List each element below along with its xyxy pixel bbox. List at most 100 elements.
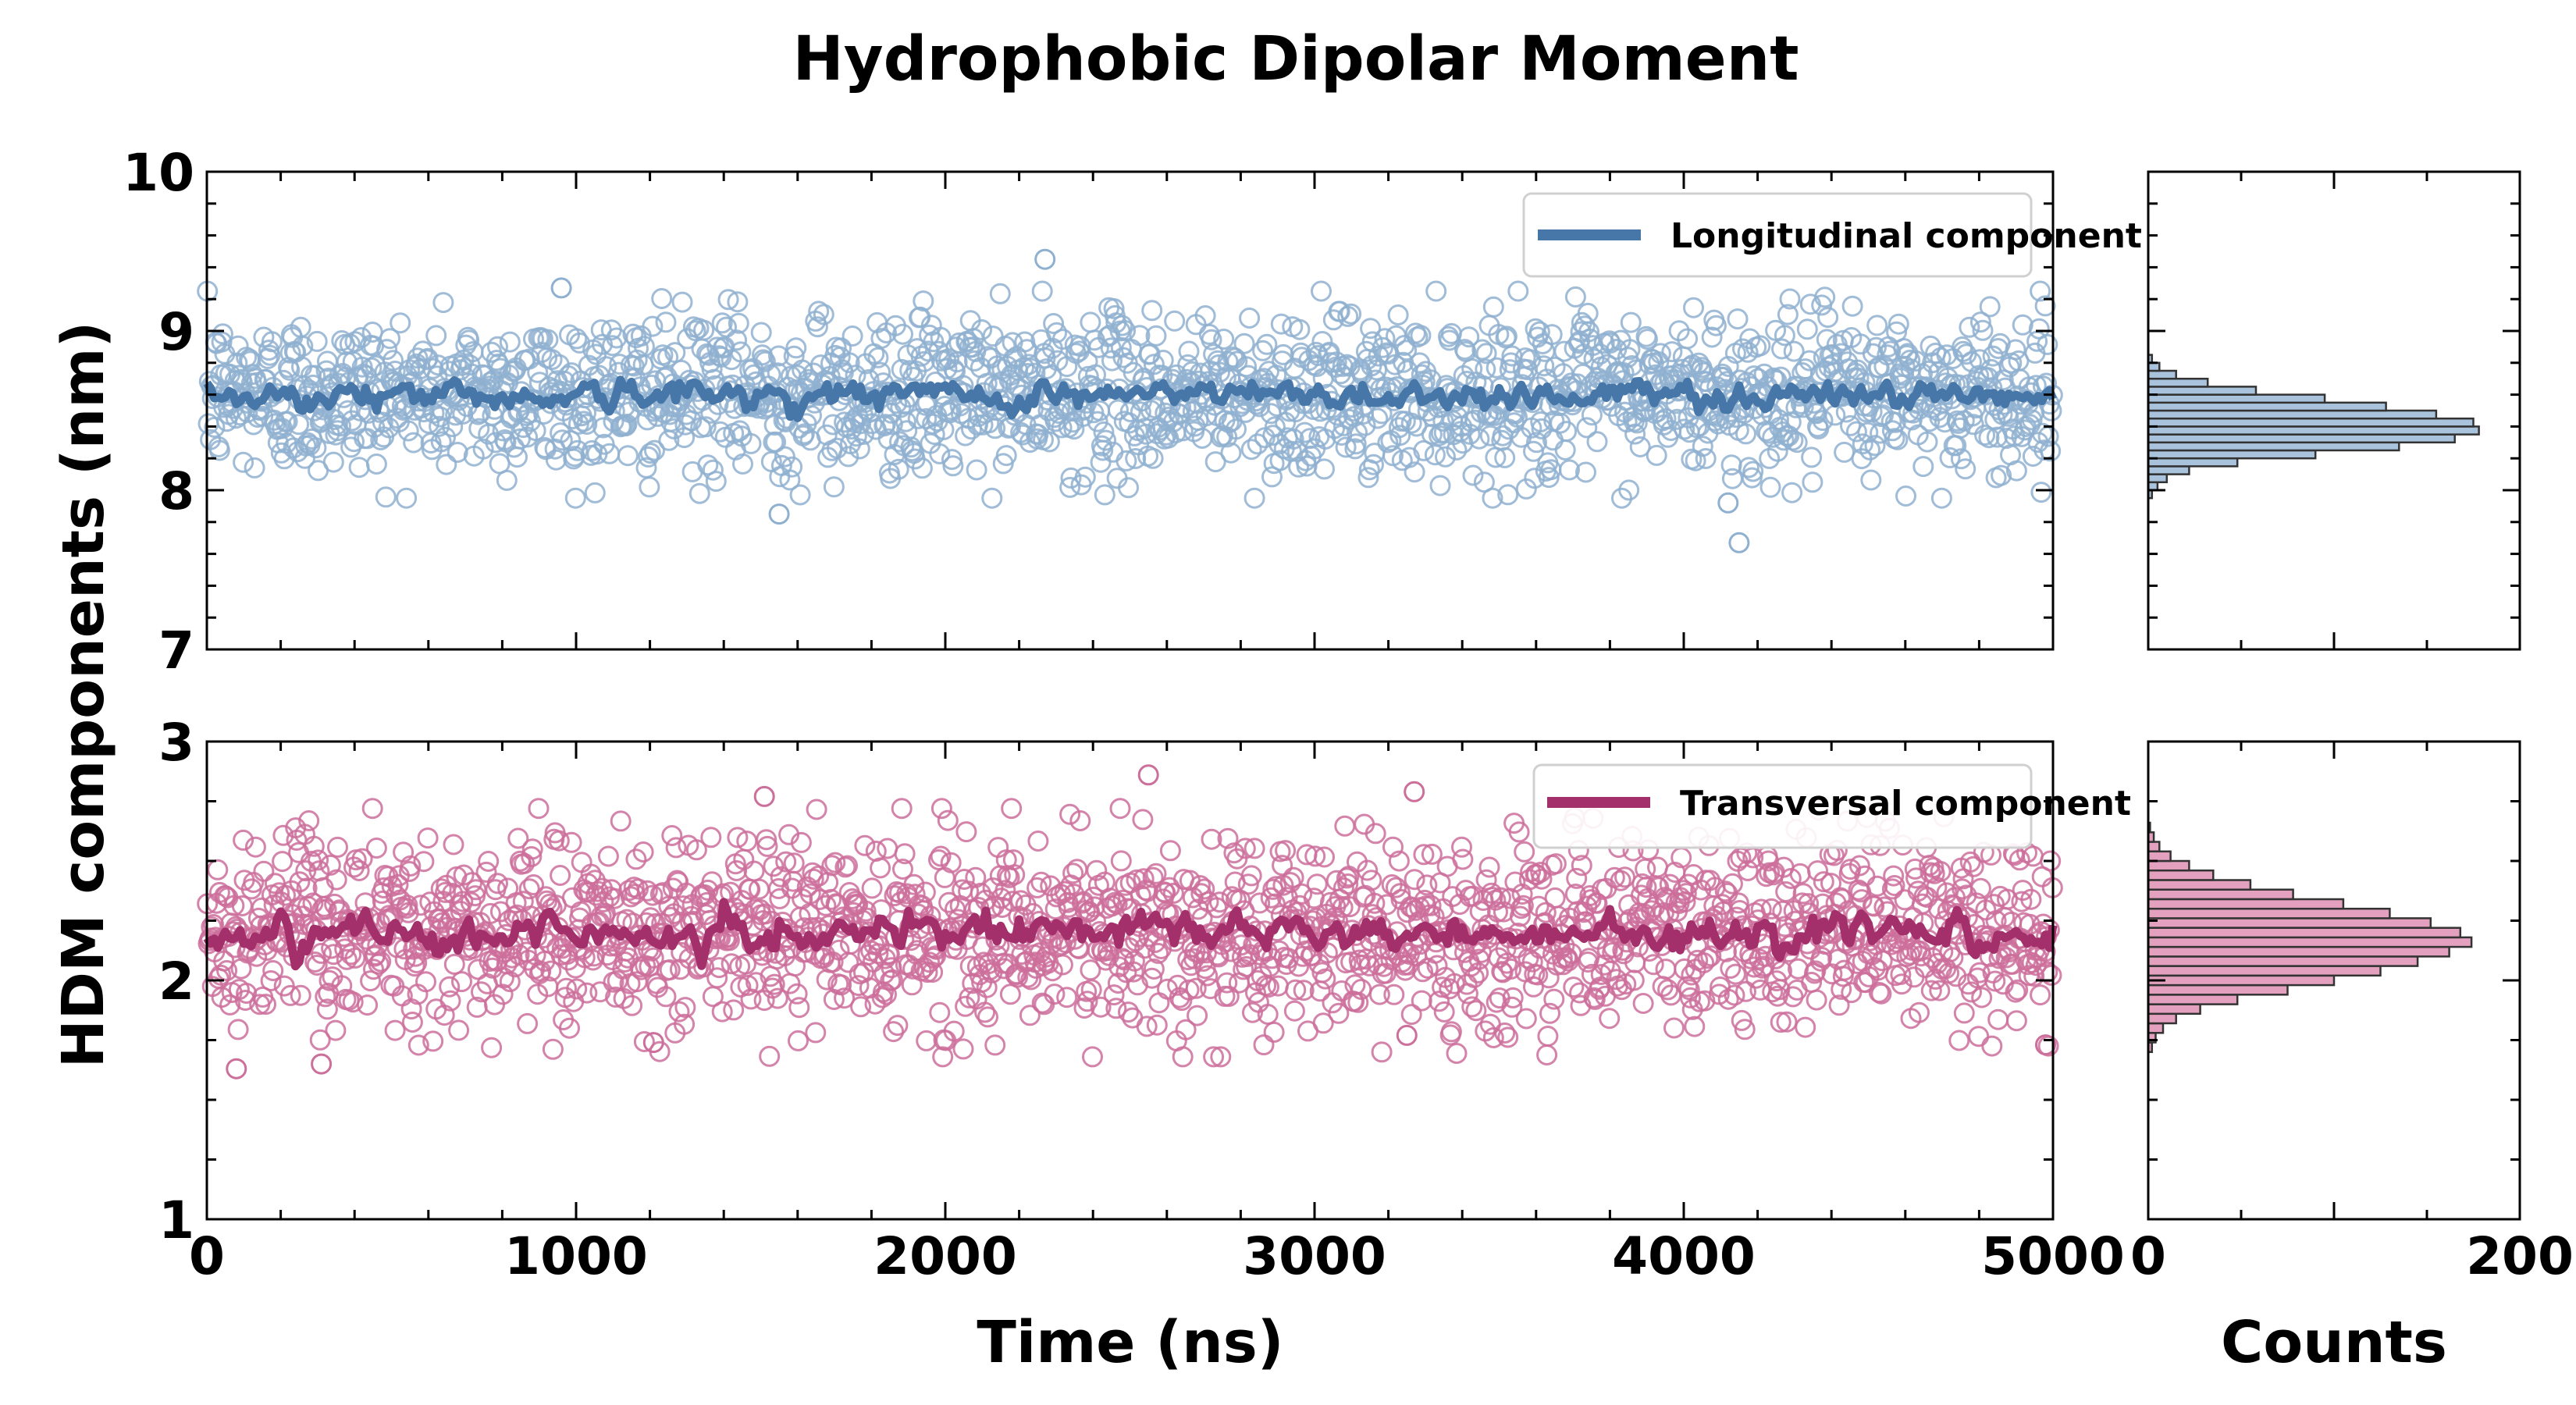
data-point (1526, 864, 1547, 886)
data-point (308, 849, 329, 871)
data-point (419, 891, 441, 913)
data-point (655, 311, 677, 333)
data-point (1766, 970, 1788, 992)
data-point (303, 835, 325, 857)
data-point (1159, 840, 1181, 862)
data-point (540, 960, 562, 982)
data-point (945, 336, 967, 358)
data-point (1265, 365, 1287, 386)
data-point (360, 970, 382, 992)
data-point (527, 361, 549, 383)
data-point (786, 983, 808, 1005)
data-point (1545, 853, 1567, 875)
chart-title: Hydrophobic Dipolar Moment (792, 24, 1799, 94)
data-point (545, 449, 567, 471)
data-point (1107, 399, 1129, 421)
data-point (1041, 960, 1063, 982)
data-point (576, 982, 598, 1004)
data-point (1962, 855, 1984, 877)
data-point (974, 1001, 996, 1023)
data-point (1500, 958, 1522, 980)
histogram-bar (2147, 945, 2450, 958)
data-point (775, 851, 797, 873)
data-point (1256, 333, 1278, 355)
data-point (1487, 901, 1508, 923)
data-point (1884, 411, 1906, 433)
data-point (940, 399, 962, 421)
data-point (625, 848, 647, 870)
data-point (233, 451, 254, 473)
data-point (2021, 951, 2043, 973)
x-tick-label: 4000 (1612, 1226, 1756, 1286)
data-point (2005, 460, 2027, 482)
data-point (1721, 468, 1743, 489)
data-point (1544, 887, 1566, 909)
data-point (1421, 843, 1443, 865)
data-point (1509, 905, 1531, 927)
data-point (841, 325, 863, 347)
data-point (1695, 448, 1717, 469)
data-point (1912, 456, 1934, 478)
data-point (1265, 876, 1287, 898)
data-point (808, 301, 830, 322)
data-point (1753, 363, 1775, 385)
data-point (1002, 849, 1024, 871)
data-point (420, 432, 442, 454)
data-point (903, 873, 925, 895)
data-point (806, 799, 827, 820)
data-point (525, 420, 546, 442)
data-point (1425, 280, 1447, 302)
data-point (821, 855, 843, 877)
data-point (551, 429, 573, 451)
data-point (1909, 1001, 1930, 1023)
data-point (498, 364, 520, 386)
data-point (1001, 798, 1023, 820)
data-point (1382, 836, 1404, 858)
data-point (1468, 962, 1489, 984)
data-point (1314, 846, 1335, 868)
data-point (1093, 421, 1115, 443)
data-point (1611, 487, 1632, 509)
data-point (1482, 887, 1503, 909)
histogram-bar (2147, 441, 2400, 452)
data-point (507, 827, 529, 849)
data-point (436, 454, 457, 475)
data-point (1012, 424, 1034, 446)
data-point (642, 884, 664, 906)
data-point (1412, 961, 1434, 983)
data-point (1452, 848, 1474, 870)
data-point (881, 414, 903, 436)
data-point (365, 944, 386, 966)
data-point (685, 839, 707, 861)
data-point (700, 827, 722, 848)
data-point (1574, 315, 1596, 337)
data-point (816, 424, 838, 446)
data-point (305, 437, 327, 459)
data-point (1424, 444, 1446, 466)
data-point (1058, 896, 1080, 918)
data-point (451, 971, 472, 993)
data-point (1742, 461, 1764, 482)
data-point (566, 328, 588, 350)
data-point (1304, 845, 1326, 867)
data-point (1105, 998, 1127, 1019)
data-point (1969, 311, 1991, 333)
data-point (876, 984, 897, 1005)
data-point (705, 471, 727, 493)
data-point (244, 836, 266, 858)
data-point (904, 884, 926, 905)
data-point (1082, 1046, 1103, 1068)
data-point (1610, 870, 1631, 891)
data-point (1478, 856, 1500, 878)
data-point (1814, 286, 1836, 308)
data-point (1073, 891, 1094, 912)
data-point (1916, 431, 1938, 453)
data-point (1308, 345, 1329, 366)
data-point (638, 446, 660, 468)
data-point (929, 443, 951, 464)
data-point (1432, 976, 1453, 998)
data-point (567, 439, 589, 461)
data-point (1185, 977, 1207, 999)
data-point (914, 881, 936, 903)
data-point (272, 824, 294, 846)
